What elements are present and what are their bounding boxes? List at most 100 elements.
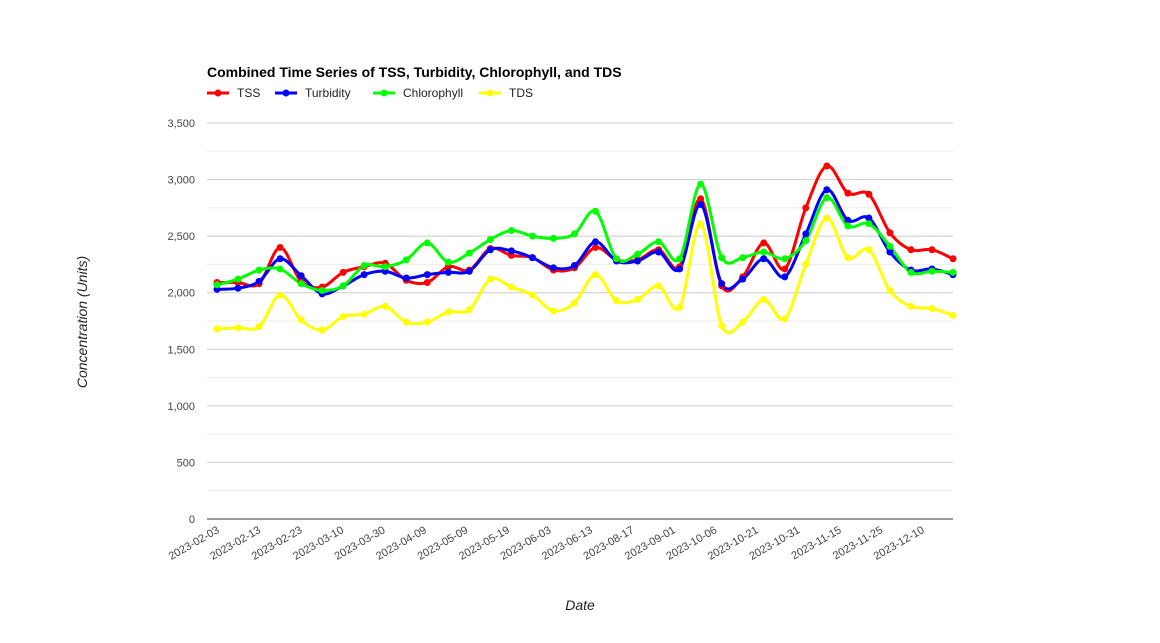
data-point-turbidity (507, 247, 515, 255)
data-point-turbidity (697, 200, 705, 208)
data-point-tds (360, 310, 368, 318)
data-point-turbidity (655, 248, 663, 256)
data-point-chlorophyll (781, 255, 789, 263)
data-point-turbidity (276, 255, 284, 263)
data-point-tss (802, 204, 810, 212)
data-point-tds (276, 291, 284, 299)
data-point-turbidity (528, 254, 536, 262)
data-point-chlorophyll (760, 248, 768, 256)
data-point-chlorophyll (276, 265, 284, 273)
data-point-turbidity (297, 272, 305, 280)
data-point-tss (886, 229, 894, 237)
data-point-tds (549, 307, 557, 315)
data-point-tds (444, 308, 452, 316)
data-point-turbidity (823, 186, 831, 194)
series-lines (216, 164, 954, 335)
y-tick-label: 3,500 (167, 118, 195, 130)
data-point-chlorophyll (928, 267, 936, 275)
data-point-tds (297, 316, 305, 324)
data-point-tds (928, 305, 936, 313)
data-point-tds (507, 283, 515, 291)
data-point-tds (486, 275, 494, 283)
data-point-tds (423, 318, 431, 326)
data-point-chlorophyll (507, 226, 515, 234)
data-point-chlorophyll (486, 236, 494, 244)
data-point-turbidity (402, 274, 410, 282)
data-point-turbidity (844, 216, 852, 224)
data-point-chlorophyll (402, 256, 410, 264)
data-point-tss (865, 190, 873, 198)
data-point-tss (781, 265, 789, 273)
legend-marker-chlorophyll (380, 89, 388, 97)
series-points (213, 162, 957, 334)
data-point-chlorophyll (739, 254, 747, 262)
data-point-tds (886, 286, 894, 294)
data-point-turbidity (802, 230, 810, 238)
y-tick-label: 2,500 (167, 231, 195, 243)
data-point-chlorophyll (570, 230, 578, 238)
data-point-tds (718, 322, 726, 330)
data-point-tss (949, 255, 957, 263)
data-point-turbidity (760, 255, 768, 263)
series-line-turbidity (216, 188, 954, 296)
data-point-tss (697, 195, 705, 203)
data-point-chlorophyll (676, 255, 684, 263)
data-point-turbidity (234, 284, 242, 292)
data-point-chlorophyll (381, 263, 389, 271)
data-point-tds (844, 254, 852, 262)
data-point-tds (760, 296, 768, 304)
data-point-tds (655, 282, 663, 290)
chart-title: Combined Time Series of TSS, Turbidity, … (207, 64, 622, 80)
data-point-turbidity (486, 246, 494, 254)
data-point-tds (802, 260, 810, 268)
data-point-turbidity (781, 273, 789, 281)
data-point-chlorophyll (613, 255, 621, 263)
data-point-turbidity (718, 280, 726, 288)
legend-label-chlorophyll: Chlorophyll (403, 86, 463, 100)
data-point-turbidity (255, 277, 263, 285)
y-axis-title: Concentration (Units) (74, 256, 90, 388)
data-point-chlorophyll (655, 238, 663, 246)
data-point-tds (234, 324, 242, 332)
series-line-tss (216, 164, 954, 293)
data-point-tss (823, 162, 831, 170)
data-point-turbidity (465, 267, 473, 275)
data-point-tds (255, 323, 263, 331)
data-point-chlorophyll (697, 180, 705, 188)
data-point-tds (823, 214, 831, 222)
data-point-chlorophyll (802, 237, 810, 245)
data-point-turbidity (570, 262, 578, 270)
data-point-tds (907, 302, 915, 310)
data-point-tds (213, 325, 221, 333)
data-point-chlorophyll (465, 249, 473, 257)
data-point-chlorophyll (234, 275, 242, 283)
legend-marker-tds (486, 89, 494, 97)
legend-marker-turbidity (282, 89, 290, 97)
data-point-turbidity (423, 271, 431, 279)
data-point-chlorophyll (213, 281, 221, 289)
data-point-tss (339, 268, 347, 276)
data-point-tss (928, 246, 936, 254)
y-axis-ticks: 0 500 1,000 1,500 2,000 2,500 3,000 3,500 (167, 118, 195, 526)
data-point-tds (528, 291, 536, 299)
data-point-tds (592, 271, 600, 279)
data-point-turbidity (549, 264, 557, 272)
data-point-chlorophyll (907, 268, 915, 276)
data-point-tds (676, 303, 684, 311)
data-point-turbidity (634, 257, 642, 265)
data-point-chlorophyll (444, 258, 452, 266)
data-point-tds (402, 318, 410, 326)
data-point-tss (423, 279, 431, 287)
data-point-tds (739, 318, 747, 326)
data-point-chlorophyll (865, 220, 873, 228)
data-point-tds (339, 312, 347, 320)
x-axis-title: Date (565, 597, 595, 613)
data-point-turbidity (739, 275, 747, 283)
legend-marker-tss (214, 89, 222, 97)
series-line-tds (216, 216, 954, 335)
legend-label-tss: TSS (237, 86, 260, 100)
x-axis-ticks: 2023-02-032023-02-132023-02-232023-03-10… (167, 524, 927, 563)
data-point-turbidity (886, 248, 894, 256)
data-point-chlorophyll (823, 194, 831, 202)
